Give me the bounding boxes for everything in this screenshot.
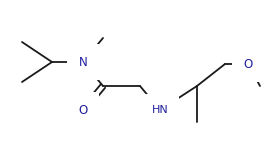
Text: N: N [79,56,87,68]
Text: O: O [243,58,253,70]
Text: O: O [78,104,88,116]
Text: HN: HN [152,105,168,115]
